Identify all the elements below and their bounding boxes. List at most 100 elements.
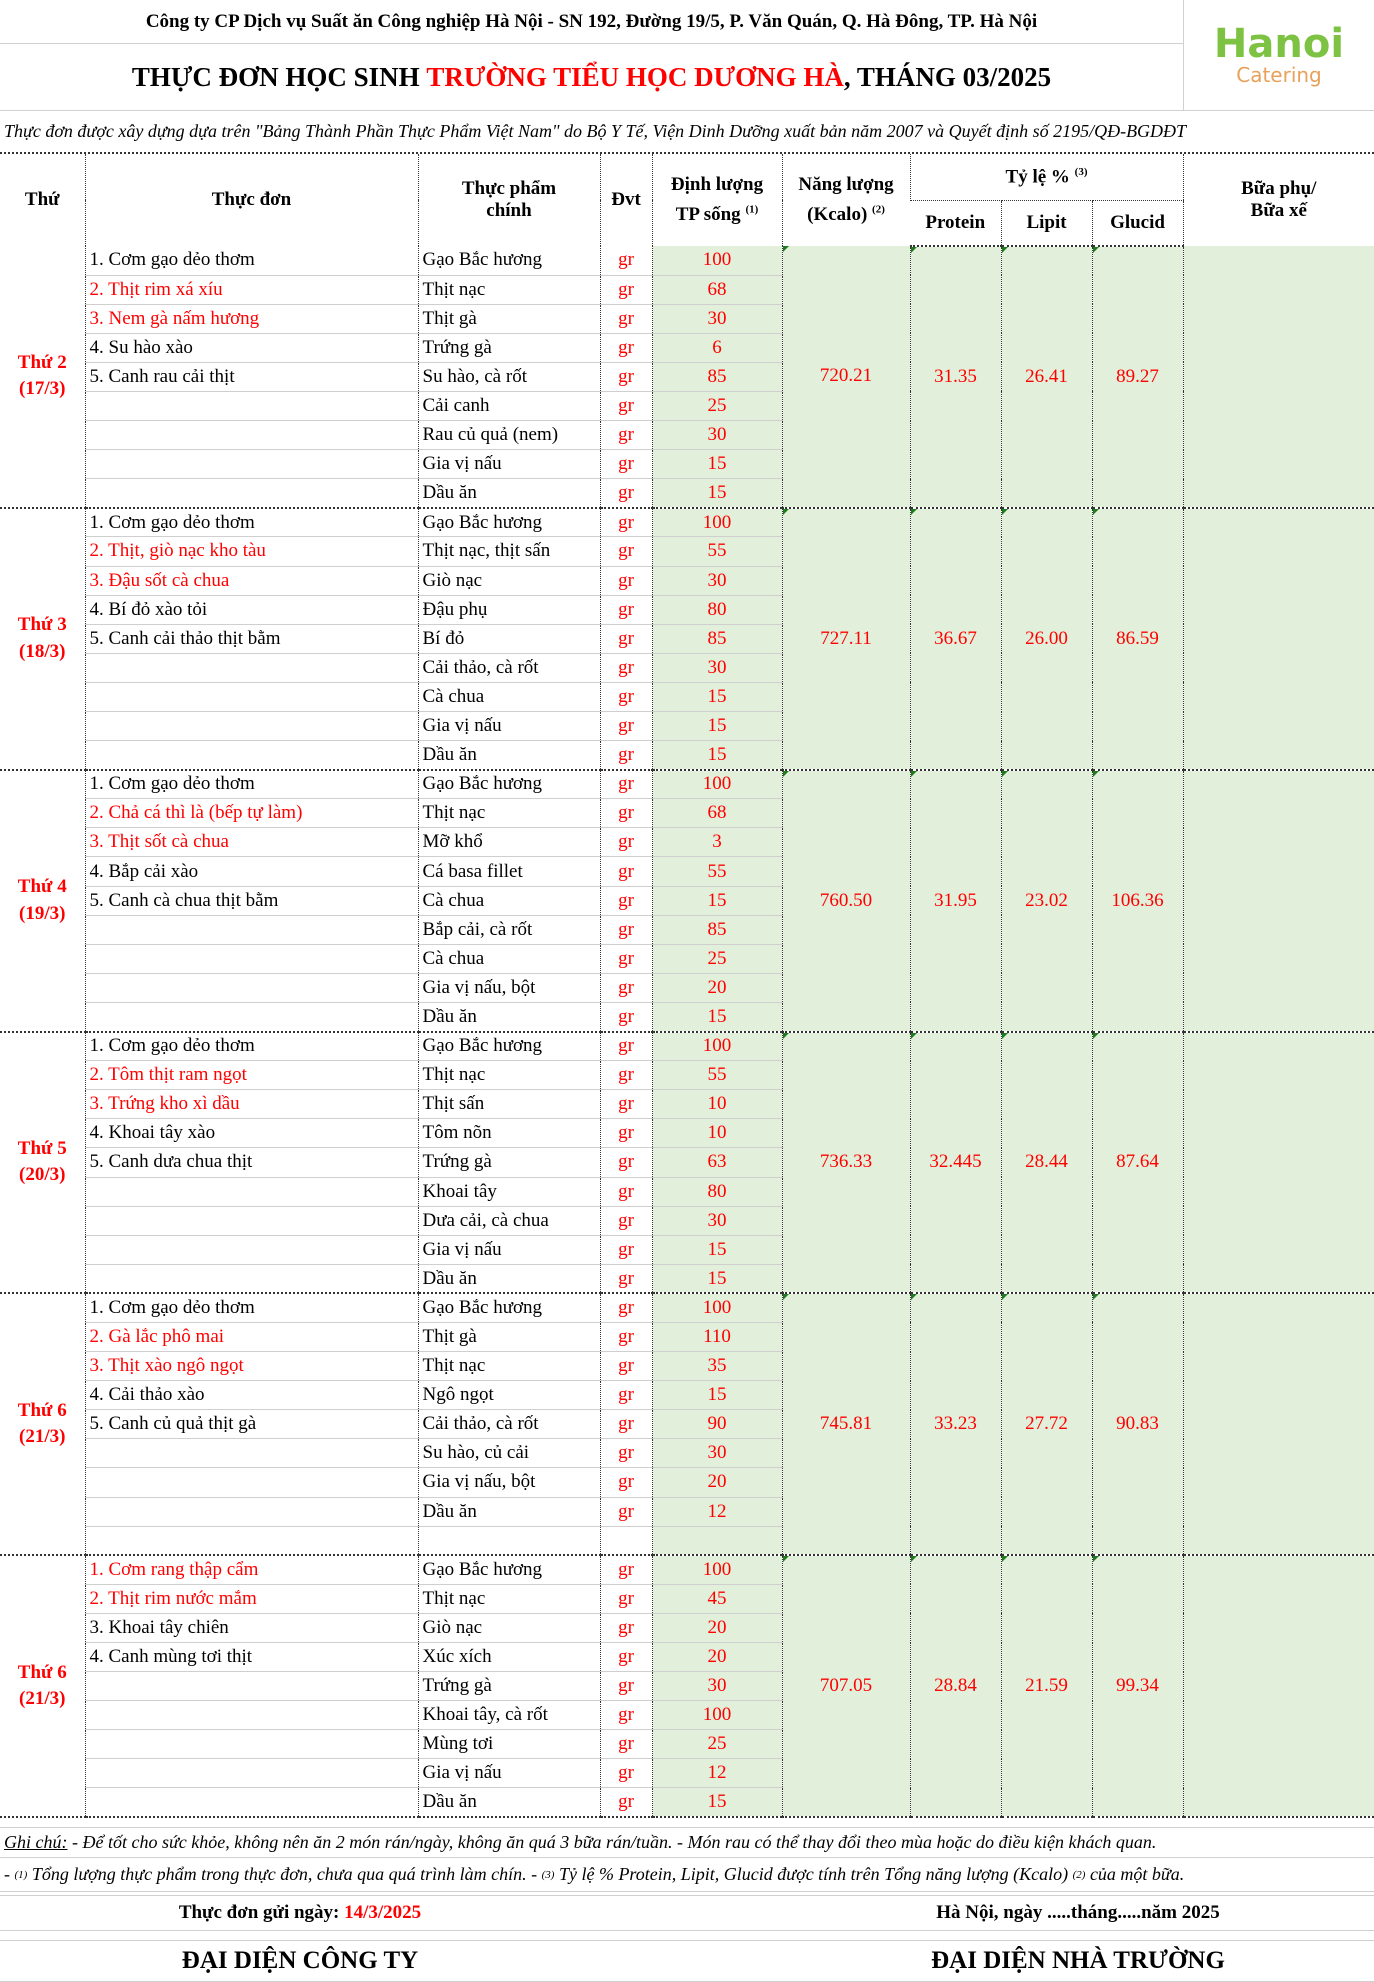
protein-value: 31.95 bbox=[909, 769, 1001, 1033]
ingredient-cell: Khoai tây bbox=[417, 1177, 600, 1207]
day-date: (21/3) bbox=[19, 1688, 66, 1710]
unit-cell: gr bbox=[599, 740, 652, 771]
note-label: Ghi chú: bbox=[4, 1832, 68, 1852]
ingredient-cell: Trứng gà bbox=[417, 1671, 600, 1702]
ingredient-cell: Gia vị nấu bbox=[417, 1235, 600, 1265]
table-row: 5. Canh rau cải thịt Su hào, cà rốt gr 85 bbox=[0, 362, 1374, 392]
table-row: Thứ 6 (21/3) 1. Cơm rang thập cẩm Gạo Bắc h… bbox=[0, 1555, 1374, 1819]
quantity-cell: 20 bbox=[651, 973, 782, 1003]
col-header-thu: Thứ bbox=[24, 189, 60, 210]
ingredient-cell: Thịt nạc bbox=[417, 1351, 600, 1382]
unit-cell: gr bbox=[599, 1147, 652, 1178]
unit-cell: gr bbox=[599, 1031, 652, 1062]
unit-cell: gr bbox=[599, 1438, 652, 1469]
dish-cell: 4. Khoai tây xào bbox=[84, 1118, 418, 1149]
quantity-cell: 100 bbox=[651, 1293, 782, 1323]
table-row: 2. Thịt, giò nạc kho tàu Thịt nạc, thịt s… bbox=[0, 536, 1374, 567]
dish-cell: 4. Cải thảo xào bbox=[84, 1380, 418, 1411]
ingredient-cell: Dầu ăn bbox=[417, 1497, 600, 1527]
unit-cell: gr bbox=[599, 595, 652, 625]
quantity-cell: 15 bbox=[651, 449, 782, 480]
day-date: (21/3) bbox=[19, 1426, 66, 1448]
table-row: 3. Khoai tây chiên Giò nạc gr 20 bbox=[0, 1613, 1374, 1644]
col-header-lipit: Lipit bbox=[1000, 200, 1092, 247]
table-row: Thứ 2 (17/3) 1. Cơm gạo dẻo thơm Gạo Bắc hư… bbox=[0, 246, 1374, 509]
col-header-dinh-luong: Định lượng TP sống (1) bbox=[651, 154, 782, 246]
table-row: Dầu ăn gr 15 bbox=[0, 1787, 1374, 1819]
ingredient-cell: Mùng tơi bbox=[417, 1729, 600, 1760]
dish-cell bbox=[84, 420, 418, 451]
day-cell: Thứ 6 (21/3) bbox=[0, 1293, 85, 1557]
quantity-cell: 10 bbox=[651, 1118, 782, 1149]
quantity-cell: 68 bbox=[651, 798, 782, 829]
ingredient-cell: Gạo Bắc hương bbox=[417, 507, 600, 538]
company-representative: ĐẠI DIỆN CÔNG TY bbox=[181, 1947, 419, 1974]
ingredient-cell: Cà chua bbox=[417, 682, 600, 713]
quantity-cell: 10 bbox=[651, 1089, 782, 1120]
col-header-bua-phu: Bữa phụ/Bữa xế bbox=[1182, 154, 1374, 246]
ingredient-cell: Khoai tây, cà rốt bbox=[417, 1700, 600, 1731]
note2-part: của một bữa. bbox=[1085, 1864, 1185, 1884]
table-row: Rau củ quả (nem) gr 30 bbox=[0, 420, 1374, 451]
energy-value: 745.81 bbox=[781, 1293, 910, 1557]
quantity-cell: 100 bbox=[651, 246, 782, 276]
unit-cell: gr bbox=[599, 1177, 652, 1207]
dish-cell bbox=[84, 391, 418, 422]
unit-cell: gr bbox=[599, 246, 652, 276]
quantity-cell: 30 bbox=[651, 304, 782, 334]
table-row: Trứng gà gr 30 bbox=[0, 1671, 1374, 1702]
quantity-cell: 25 bbox=[651, 944, 782, 974]
ingredient-cell: Dầu ăn bbox=[417, 1264, 600, 1295]
glucid-value: 87.64 bbox=[1091, 1031, 1184, 1295]
table-row: 5. Canh củ quả thịt gà Cải thảo, cà rốt gr… bbox=[0, 1409, 1374, 1440]
unit-cell: gr bbox=[599, 624, 652, 654]
table-row: Bắp cải, cà rốt gr 85 bbox=[0, 915, 1374, 945]
quantity-cell: 68 bbox=[651, 275, 782, 305]
dish-cell: 3. Thịt xào ngô ngọt bbox=[84, 1351, 418, 1382]
dish-cell: 4. Canh mùng tơi thịt bbox=[84, 1642, 418, 1673]
dish-cell: 4. Su hào xào bbox=[84, 333, 418, 363]
quantity-cell: 85 bbox=[651, 624, 782, 654]
dish-cell: 1. Cơm gạo dẻo thơm bbox=[84, 1031, 418, 1062]
logo-text-catering: Catering bbox=[1236, 63, 1322, 87]
unit-cell: gr bbox=[599, 769, 652, 800]
table-row: 4. Canh mùng tơi thịt Xúc xích gr 20 bbox=[0, 1642, 1374, 1673]
dish-cell: 2. Tôm thịt ram ngọt bbox=[84, 1060, 418, 1091]
quantity-cell: 20 bbox=[651, 1613, 782, 1644]
col-header-dvt: Đvt bbox=[599, 154, 652, 246]
dish-cell: 2. Thịt, giò nạc kho tàu bbox=[84, 536, 418, 567]
dish-cell: 4. Bí đỏ xào tỏi bbox=[84, 595, 418, 625]
col-header-nang-luong-line2: (Kcalo) bbox=[807, 204, 868, 225]
dish-cell: 3. Khoai tây chiên bbox=[84, 1613, 418, 1644]
sent-date: Thực đơn gửi ngày: 14/3/2025 bbox=[0, 1902, 600, 1924]
glucid-value: 89.27 bbox=[1091, 246, 1184, 509]
quantity-cell: 63 bbox=[651, 1147, 782, 1178]
dish-cell bbox=[84, 682, 418, 713]
table-row: Gia vị nấu gr 12 bbox=[0, 1758, 1374, 1789]
protein-value: 32.445 bbox=[909, 1031, 1001, 1295]
table-row: Cà chua gr 15 bbox=[0, 682, 1374, 713]
ingredient-cell: Đậu phụ bbox=[417, 595, 600, 625]
unit-cell: gr bbox=[599, 391, 652, 422]
unit-cell: gr bbox=[599, 944, 652, 974]
glucid-value: 99.34 bbox=[1091, 1555, 1184, 1819]
note2-part: Tổng lượng thực phẩm trong thực đơn, chư… bbox=[27, 1864, 542, 1884]
dish-cell: 1. Cơm gạo dẻo thơm bbox=[84, 507, 418, 538]
dish-cell: 5. Canh củ quả thịt gà bbox=[84, 1409, 418, 1440]
table-row: Cà chua gr 25 bbox=[0, 944, 1374, 974]
col-header-thuc-pham-line2: chính bbox=[486, 200, 532, 221]
quantity-cell: 80 bbox=[651, 1177, 782, 1207]
col-header-thuc-don: Thực đơn bbox=[84, 154, 418, 246]
quantity-cell: 100 bbox=[651, 507, 782, 538]
dish-cell bbox=[84, 1758, 418, 1789]
unit-cell: gr bbox=[599, 1118, 652, 1149]
day-label: Thứ 5 bbox=[17, 1137, 67, 1159]
quantity-cell: 15 bbox=[651, 886, 782, 916]
table-row: 2. Gà lắc phô mai Thịt gà gr 110 bbox=[0, 1322, 1374, 1353]
quantity-cell: 45 bbox=[651, 1584, 782, 1614]
table-row: 2. Chả cá thì là (bếp tự làm) Thịt nạc gr 6… bbox=[0, 798, 1374, 829]
dish-cell bbox=[84, 1438, 418, 1469]
dish-cell: 4. Bắp cải xào bbox=[84, 856, 418, 887]
ingredient-cell: Thịt nạc, thịt sấn bbox=[417, 536, 600, 567]
snack-cell bbox=[1182, 246, 1374, 509]
